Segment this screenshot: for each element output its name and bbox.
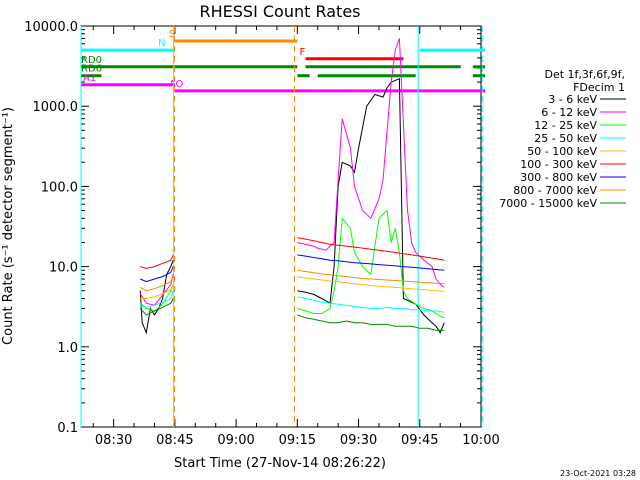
y-tick-label: 0.1 bbox=[57, 421, 78, 436]
y-tick-label: 10000.0 bbox=[24, 20, 78, 35]
plot-timestamp: 23-Oct-2021 03:28 bbox=[560, 469, 636, 478]
legend-entry-label: 25 - 50 keV bbox=[534, 132, 597, 145]
series-line bbox=[140, 276, 445, 299]
axis-ticks: 0.1 1.0 10.0 100.0 1000.0 10000.0 08:30 08:45 09… bbox=[24, 20, 500, 448]
flag-label: N bbox=[158, 38, 165, 49]
series-line bbox=[139, 77, 445, 335]
legend-header-line-2: FDecim 1 bbox=[573, 81, 625, 94]
x-tick-label: 09:30 bbox=[340, 433, 377, 448]
y-axis-label: Count Rate (s⁻¹ detector segment⁻¹) bbox=[1, 107, 16, 345]
legend-header-line-1: Det 1f,3f,6f,9f, bbox=[544, 68, 625, 81]
flag-label: S bbox=[169, 29, 175, 40]
legend-entry-label: 50 - 100 keV bbox=[527, 145, 597, 158]
legend-entry-label: 7000 - 15000 keV bbox=[499, 197, 597, 210]
series-line bbox=[140, 290, 445, 313]
series-line bbox=[140, 237, 445, 269]
flag-label: A1 bbox=[83, 73, 96, 84]
x-tick-label: 09:45 bbox=[401, 433, 438, 448]
time-markers bbox=[80, 26, 483, 427]
y-tick-label: 1.0 bbox=[57, 341, 78, 356]
flag-label: RD0 bbox=[81, 55, 102, 66]
series-line bbox=[139, 298, 445, 331]
legend-entry-label: 100 - 300 keV bbox=[520, 158, 597, 171]
y-tick-label: 1000.0 bbox=[33, 100, 79, 115]
legend-entry-label: 300 - 800 keV bbox=[520, 171, 597, 184]
legend-entry-label: 800 - 7000 keV bbox=[513, 184, 597, 197]
flag-label: F bbox=[299, 47, 305, 58]
legend-entry-label: 6 - 12 keV bbox=[541, 106, 597, 119]
y-tick-label: 10.0 bbox=[49, 261, 78, 276]
y-tick-label: 100.0 bbox=[41, 180, 78, 195]
x-axis-label: Start Time (27-Nov-14 08:26:22) bbox=[174, 456, 386, 471]
x-tick-label: 10:00 bbox=[462, 433, 499, 448]
x-tick-label: 08:30 bbox=[95, 433, 132, 448]
series-line bbox=[139, 269, 445, 292]
flag-label: RD6 bbox=[81, 64, 102, 75]
x-tick-label: 09:00 bbox=[217, 433, 254, 448]
x-tick-label: 08:45 bbox=[156, 433, 193, 448]
series-line bbox=[139, 209, 445, 319]
legend-entry-label: 3 - 6 keV bbox=[548, 93, 597, 106]
data-series bbox=[139, 38, 445, 335]
series-line bbox=[140, 254, 445, 283]
flag-label: AO bbox=[169, 79, 184, 90]
legend-entry-label: 12 - 25 keV bbox=[534, 119, 597, 132]
x-tick-label: 09:15 bbox=[279, 433, 316, 448]
series-line bbox=[139, 38, 445, 306]
chart-title: RHESSI Count Rates bbox=[200, 2, 361, 21]
